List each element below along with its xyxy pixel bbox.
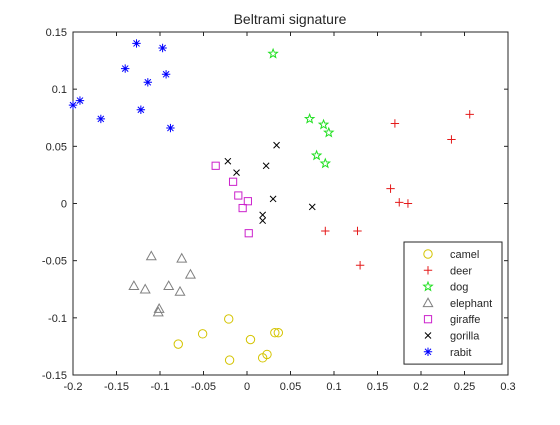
x-tick-label: 0.25 xyxy=(454,381,475,393)
data-point-rabit xyxy=(132,39,140,47)
y-tick-label: 0.15 xyxy=(46,27,67,39)
data-point-rabit xyxy=(144,78,152,86)
y-tick-label: 0.1 xyxy=(52,84,67,96)
y-tick-label: -0.15 xyxy=(42,370,67,382)
data-point-rabit xyxy=(162,70,170,78)
x-tick-label: -0.05 xyxy=(191,381,216,393)
legend-label-elephant: elephant xyxy=(450,298,492,310)
x-tick-label: -0.1 xyxy=(151,381,170,393)
legend-label-giraffe: giraffe xyxy=(450,314,480,326)
x-tick-label: -0.15 xyxy=(104,381,129,393)
y-tick-label: -0.05 xyxy=(42,256,67,268)
data-point-rabit xyxy=(166,124,174,132)
y-tick-label: 0.05 xyxy=(46,141,67,153)
legend-label-dog: dog xyxy=(450,282,468,294)
chart-title: Beltrami signature xyxy=(234,11,347,27)
x-tick-label: -0.2 xyxy=(64,381,83,393)
y-tick-label: -0.1 xyxy=(48,313,67,325)
data-point-rabit xyxy=(97,115,105,123)
data-point-rabit xyxy=(121,64,129,72)
data-point-rabit xyxy=(69,101,77,109)
x-tick-label: 0.05 xyxy=(280,381,301,393)
x-tick-label: 0.15 xyxy=(367,381,388,393)
y-tick-label: 0 xyxy=(61,199,67,211)
data-point-rabit xyxy=(158,44,166,52)
x-tick-label: 0.3 xyxy=(500,381,515,393)
legend-label-gorilla: gorilla xyxy=(450,331,480,343)
data-point-rabit xyxy=(76,96,84,104)
data-point-rabit xyxy=(137,106,145,114)
x-tick-label: 0.1 xyxy=(326,381,341,393)
legend-label-deer: deer xyxy=(450,265,472,277)
legend-label-camel: camel xyxy=(450,249,479,261)
legend: camel deer dog elephant giraffe gorilla rabit xyxy=(404,242,502,364)
legend-label-rabit: rabit xyxy=(450,347,471,359)
x-tick-label: 0.2 xyxy=(413,381,428,393)
legend-marker-rabit xyxy=(424,348,432,356)
x-tick-label: 0 xyxy=(244,381,250,393)
